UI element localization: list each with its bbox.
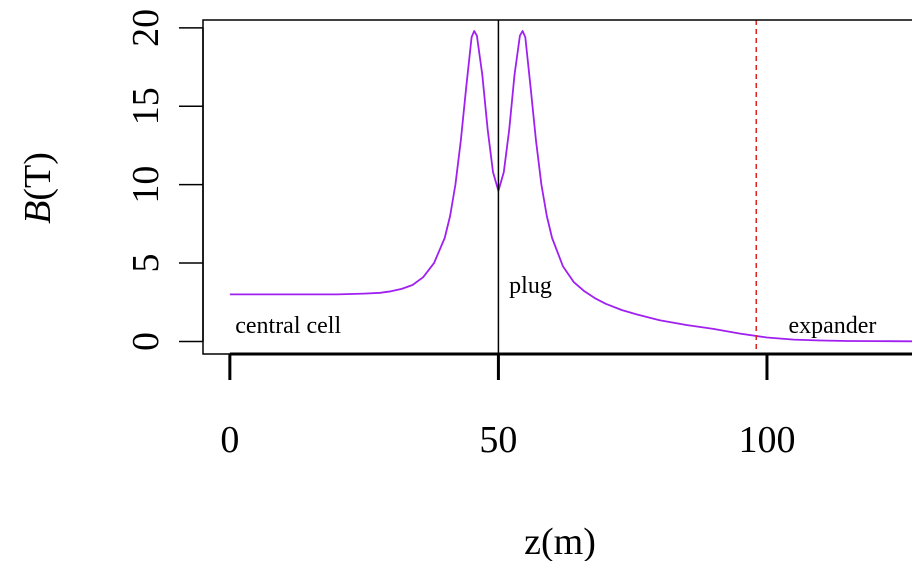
- y-tick-label: 5: [125, 254, 167, 273]
- annotation-label: central cell: [235, 313, 341, 339]
- annotation-label: plug: [509, 273, 552, 299]
- x-tick-label: 100: [738, 419, 795, 461]
- x-axis: 0 50 100: [220, 352, 912, 461]
- y-tick-label: 20: [125, 9, 167, 47]
- series-line-1: [229, 30, 912, 343]
- reference-lines: [497, 20, 757, 354]
- y-tick-label: 0: [125, 332, 167, 351]
- x-tick-label: 0: [220, 419, 239, 461]
- annotations: central cell plug expander: [235, 273, 876, 339]
- y-axis-title: B(T): [17, 152, 59, 224]
- y-tick-label: 10: [125, 166, 167, 204]
- x-axis-title: z(m): [524, 521, 596, 561]
- y-tick-label: 15: [125, 87, 167, 125]
- x-tick-label: 50: [479, 419, 517, 461]
- annotation-label: expander: [788, 313, 876, 339]
- y-axis-variable: B: [17, 201, 59, 224]
- series-layer: [229, 30, 912, 343]
- y-axis: 0 5 10 15 20: [125, 9, 204, 351]
- y-axis-unit: (T): [17, 152, 59, 201]
- plot-frame: [202, 19, 912, 355]
